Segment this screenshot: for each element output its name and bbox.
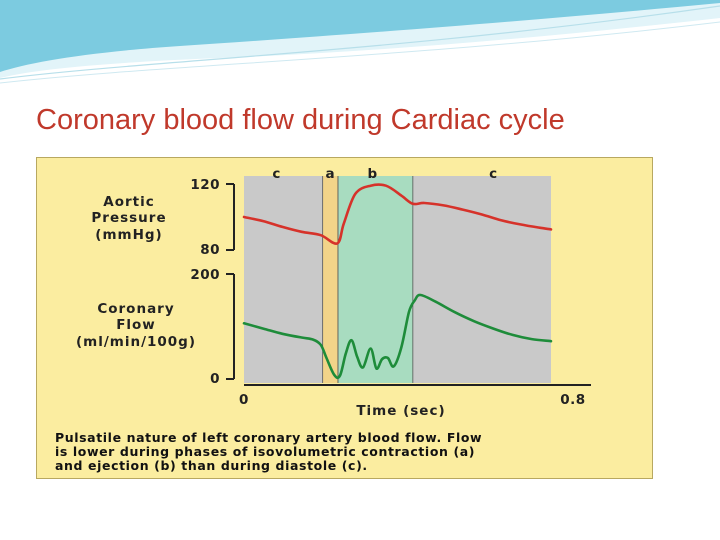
aortic-y-tick-label-bottom: 80	[200, 242, 220, 258]
caption-line-2: is lower during phases of isovolumetric …	[55, 444, 475, 459]
caption-line-1: Pulsatile nature of left coronary artery…	[55, 430, 482, 445]
phase-label-c: c	[272, 166, 281, 182]
coronary-y-tick-label-bottom: 0	[210, 371, 220, 387]
coronary-ylabel-line-3: (ml/min/100g)	[76, 334, 196, 350]
swoosh-line-2	[0, 21, 720, 84]
coronary-ylabel-line-1: Coronary	[97, 301, 174, 317]
x-tick-label-end: 0.8	[560, 392, 585, 408]
coronary-ylabel-line-2: Flow	[116, 317, 156, 333]
aortic-ylabel-line-2: Pressure	[91, 210, 166, 226]
coronary-y-tick-label-top: 200	[190, 267, 220, 283]
aortic-ylabel-line-1: Aortic	[103, 194, 154, 210]
phase-label-a: a	[326, 166, 336, 182]
x-axis-label: Time (sec)	[356, 403, 445, 419]
swoosh-line-1	[0, 5, 720, 80]
figure-panel: c a b c 120 80 200 0 Aortic Pressure (mmHg)…	[36, 157, 653, 479]
aortic-ylabel-line-3: (mmHg)	[95, 227, 162, 243]
caption-line-3: and ejection (b) than during diastole (c…	[55, 458, 368, 473]
slide-title: Coronary blood flow during Cardiac cycle	[36, 104, 565, 136]
slide-header-swoosh	[0, 0, 720, 84]
phase-label-c: c	[489, 166, 498, 182]
phase-label-b: b	[367, 166, 377, 182]
coronary-flow-chart: c a b c 120 80 200 0 Aortic Pressure (mmHg)…	[55, 166, 591, 473]
phase-band-a	[322, 176, 339, 383]
aortic-pressure-line	[242, 183, 553, 245]
coronary-flow-line	[242, 293, 553, 380]
x-tick-label-start: 0	[239, 392, 249, 408]
aortic-y-tick-label-top: 120	[190, 177, 220, 193]
swoosh-teal-band	[0, 0, 720, 72]
